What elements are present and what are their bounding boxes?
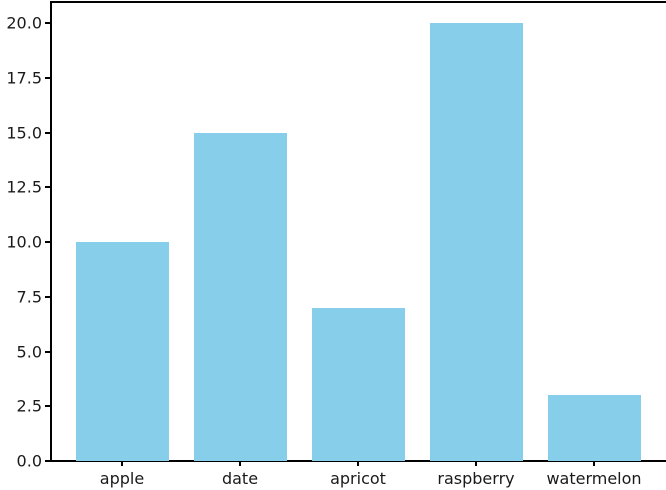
x-tick-label-apricot: apricot [330,469,386,488]
y-tick-label-10.0: 10.0 [6,232,42,252]
y-tick-label-12.5: 12.5 [6,177,42,197]
y-tick-label-2.5: 2.5 [16,396,42,416]
top-spine [50,1,666,3]
y-tick-label-0.0: 0.0 [16,451,42,471]
bar-watermelon [547,395,641,461]
y-tick-mark [45,241,50,243]
y-tick-mark [45,22,50,24]
y-tick-mark [45,76,50,79]
y-tick-mark [45,405,50,408]
bar-date [193,132,287,461]
bar-apple [75,242,169,461]
x-tick-mark [357,461,359,466]
x-tick-label-date: date [221,469,259,488]
x-tick-label-watermelon: watermelon [546,469,642,488]
y-tick-label-7.5: 7.5 [16,287,42,307]
y-tick-mark [45,131,50,134]
x-tick-mark [475,461,477,466]
y-tick-label-15.0: 15.0 [6,123,42,142]
y-tick-label-5.0: 5.0 [16,342,42,361]
bar-apricot [311,307,405,461]
y-tick-mark [45,186,50,189]
y-tick-mark [45,295,50,298]
x-tick-label-apple: apple [99,469,145,488]
y-tick-mark [45,350,50,353]
y-axis-left-spine [50,1,52,462]
y-tick-mark [45,460,50,462]
y-tick-label-20.0: 20.0 [6,13,42,33]
x-tick-mark [239,461,241,466]
x-tick-label-raspberry: raspberry [437,469,515,488]
x-tick-mark [121,461,123,466]
x-tick-mark [593,461,595,466]
y-tick-label-17.5: 17.5 [6,68,42,88]
bar-raspberry [429,23,523,461]
